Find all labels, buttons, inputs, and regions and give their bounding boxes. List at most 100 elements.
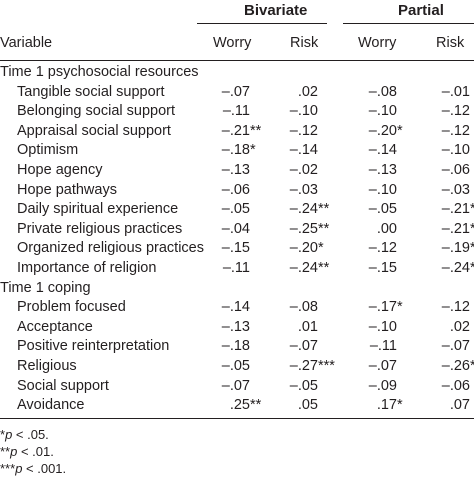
row-label: Organized religious practices [17,240,204,257]
table-cell: .25** [229,397,262,414]
row-label: Daily spiritual experience [17,201,179,218]
table-cell: –.06 [441,377,470,394]
row-label: Acceptance [17,318,93,335]
table-cell: –.13 [221,318,250,335]
table-cell: –.07 [221,83,250,100]
table-cell: –.12 [441,103,470,120]
col-header-risk-bivariate: Risk [290,35,319,51]
row-label: Hope agency [17,162,103,178]
table-cell: –.26*** [441,358,474,374]
section-title: Time 1 coping [0,279,91,296]
table-cell: .00 [376,220,397,237]
row-label: Avoidance [17,397,85,414]
col-header-worry-partial: Worry [358,35,397,51]
row-label: Appraisal social support [17,122,171,139]
header-rule [0,60,474,61]
table-cell: –.08 [289,299,318,316]
table-cell: –.24** [441,260,474,276]
table-cell: –.10 [368,318,397,335]
table-cell: –.05 [368,201,397,218]
row-label: Optimism [17,142,79,159]
partial-rule [343,23,474,24]
bottom-rule [0,418,474,419]
footnote-threshold: < .01. [17,444,54,459]
table-cell: –.21** [221,122,262,139]
row-label: Hope pathways [17,181,117,198]
row-label: Tangible social support [17,83,165,100]
table-cell: –.18* [221,142,256,159]
table-cell: –.10 [368,103,397,120]
table-cell: –.17* [368,299,403,316]
group-header-bivariate: Bivariate [244,2,308,19]
table-cell: –.15 [221,240,250,257]
footnote-stars: ** [0,444,11,459]
table-cell: –.14 [221,299,250,316]
table-cell: –.14 [289,142,318,159]
table-cell: –.19* [441,240,474,257]
col-header-risk-partial: Risk [436,35,465,51]
table-cell: .02 [297,83,318,100]
table-cell: –.08 [368,83,397,100]
table-cell: –.13 [368,162,397,178]
table-cell: –.09 [368,377,397,394]
table-cell: –.11 [369,338,397,355]
table-cell: –.07 [441,338,470,355]
table-cell: –.12 [289,122,318,139]
table-cell: .02 [449,318,470,335]
footnote: ***p < .001. [0,461,66,477]
table-cell: .17* [376,397,403,414]
col-header-variable: Variable [0,35,53,51]
table-cell: .07 [449,397,470,414]
table-cell: –.24** [289,260,330,276]
table-cell: –.12 [368,240,397,257]
bivariate-rule [197,23,327,24]
table-cell: –.21* [441,201,474,218]
table-cell: –.04 [221,220,250,237]
table-cell: –.06 [221,181,250,198]
table-cell: –.20* [289,240,324,257]
footnote-threshold: < .001. [22,461,67,476]
table-cell: –.10 [441,142,470,159]
group-header-partial: Partial [398,2,444,19]
row-label: Social support [17,377,109,394]
table-cell: –.05 [289,377,318,394]
table-cell: –.05 [221,201,250,218]
table-cell: –.25** [289,220,330,237]
row-label: Problem focused [17,299,126,316]
table-cell: –.11 [222,260,250,276]
footnote-p: p [10,444,18,459]
footnote: **p < .01. [0,444,54,460]
table-cell: –.24** [289,201,330,218]
row-label: Religious [17,358,77,374]
table-cell: –.01 [441,83,470,100]
table-cell: –.07 [368,358,397,374]
table-cell: –.07 [289,338,318,355]
section-title: Time 1 psychosocial resources [0,64,199,80]
table-cell: .01 [297,318,318,335]
footnote-stars: *** [0,461,16,476]
footnote-p: p [15,461,23,476]
table-cell: .05 [297,397,318,414]
table-cell: –.20* [368,122,403,139]
table-cell: –.06 [441,162,470,178]
row-label: Private religious practices [17,220,183,237]
col-header-worry-bivariate: Worry [213,35,252,51]
row-label: Belonging social support [17,103,175,120]
table-cell: –.03 [441,181,470,198]
footnote-stars: * [0,427,6,442]
table-cell: –.10 [289,103,318,120]
table-cell: –.05 [221,358,250,374]
row-label: Importance of religion [17,260,157,276]
table-cell: –.03 [289,181,318,198]
table-cell: –.07 [221,377,250,394]
table-cell: –.12 [441,122,470,139]
table-cell: –.21** [441,220,474,237]
table-cell: –.27*** [289,358,335,374]
footnote: *p < .05. [0,427,49,443]
row-label: Positive reinterpretation [17,338,170,355]
table-cell: –.18 [221,338,250,355]
table-cell: –.14 [368,142,397,159]
footnote-threshold: < .05. [12,427,49,442]
table-cell: –.13 [221,162,250,178]
